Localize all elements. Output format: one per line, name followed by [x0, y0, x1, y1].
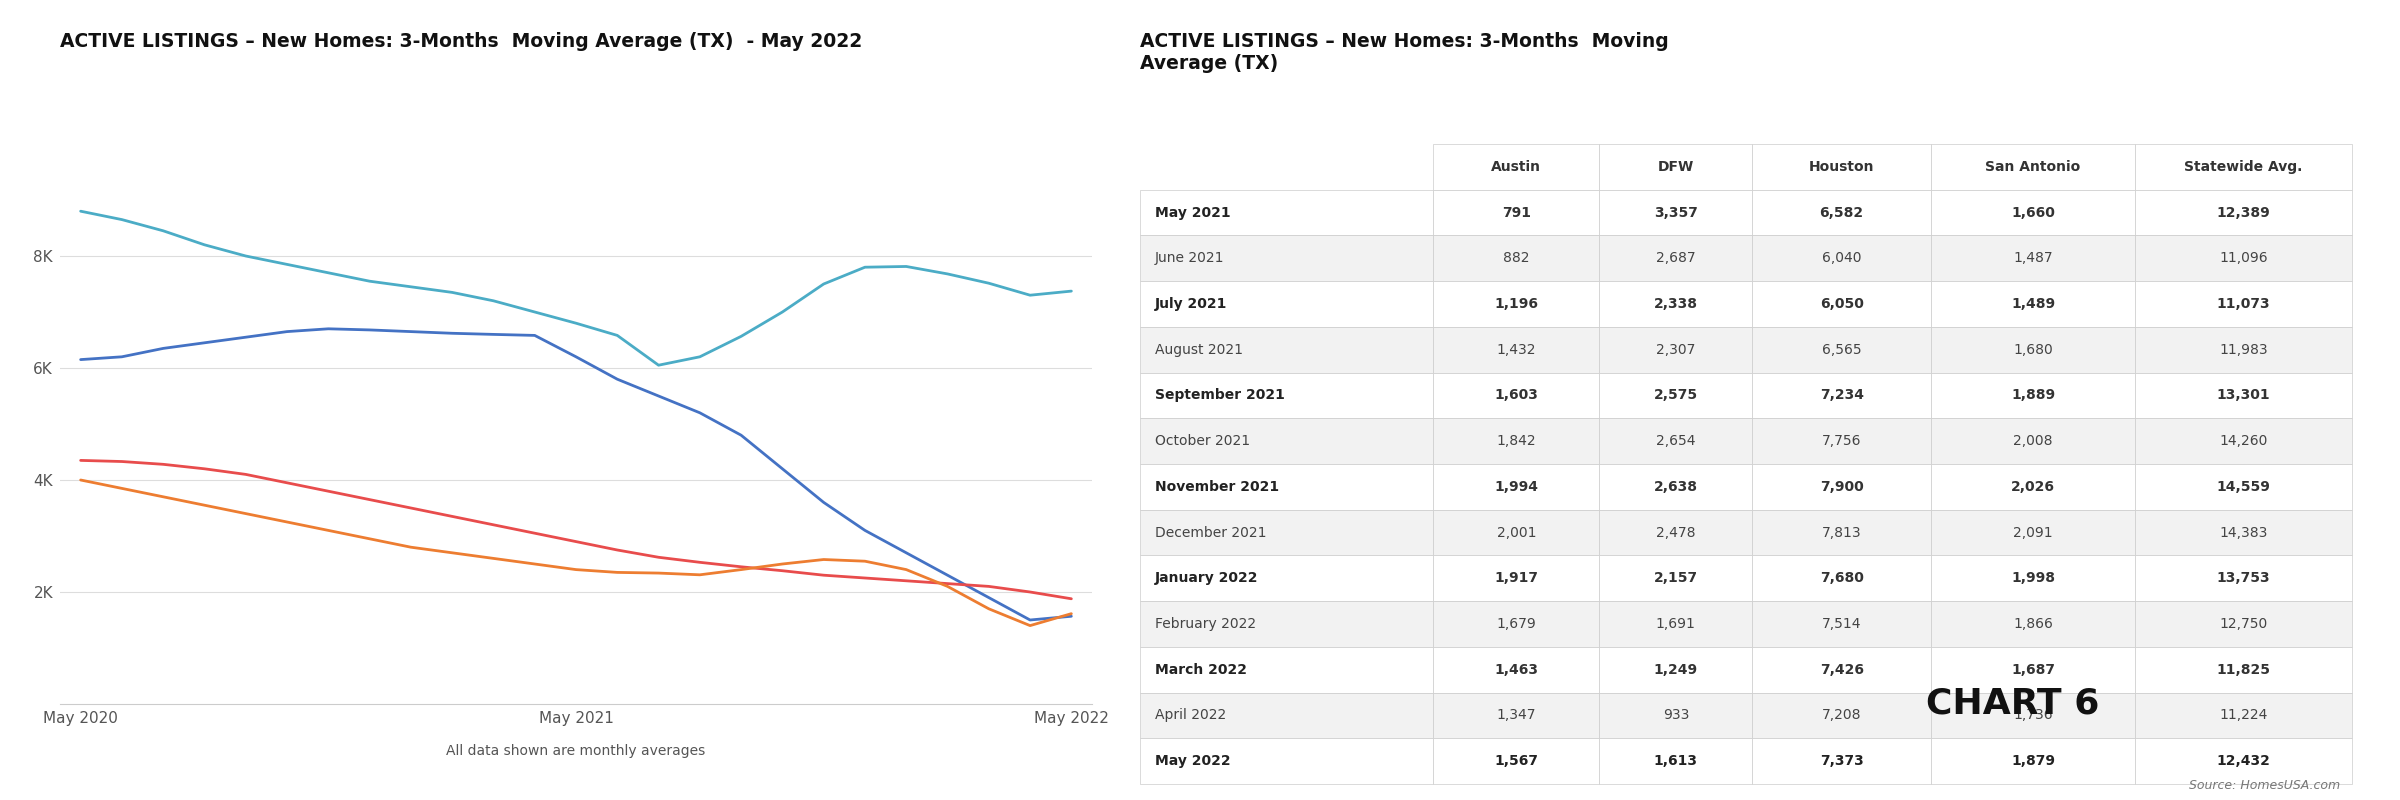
Text: ACTIVE LISTINGS – New Homes: 3-Months  Moving
Average (TX): ACTIVE LISTINGS – New Homes: 3-Months Mo… — [1140, 32, 1668, 73]
Text: ACTIVE LISTINGS – New Homes: 3-Months  Moving Average (TX)  - May 2022: ACTIVE LISTINGS – New Homes: 3-Months Mo… — [60, 32, 862, 51]
Text: CHART 6: CHART 6 — [1925, 686, 2100, 720]
Text: All data shown are monthly averages: All data shown are monthly averages — [446, 744, 706, 758]
Text: Source: HomesUSA.com: Source: HomesUSA.com — [2189, 779, 2340, 792]
